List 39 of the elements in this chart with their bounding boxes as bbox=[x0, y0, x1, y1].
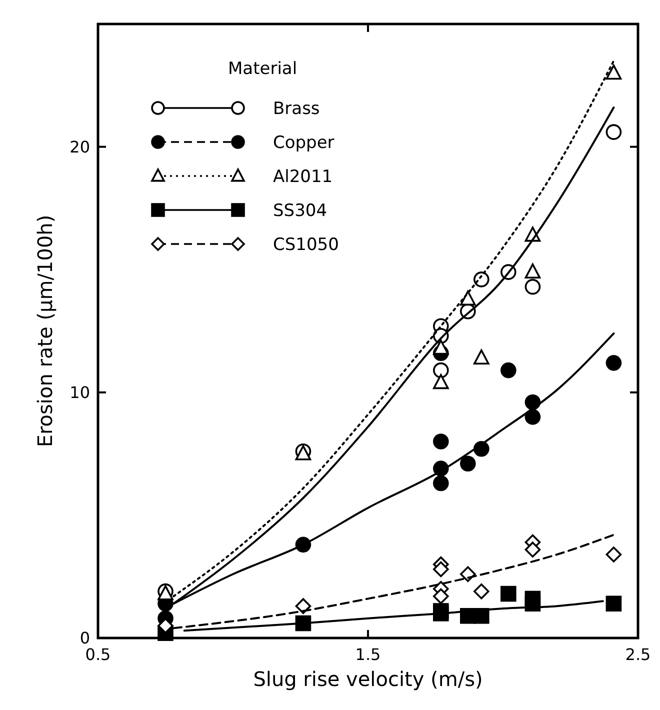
point bbox=[500, 586, 516, 602]
point bbox=[433, 475, 449, 492]
point bbox=[474, 608, 490, 624]
x-tick-label: 2.5 bbox=[625, 645, 651, 664]
point bbox=[433, 340, 449, 355]
y-tick-label: 10 bbox=[70, 383, 90, 402]
point bbox=[433, 362, 449, 378]
point bbox=[524, 409, 541, 425]
legend-label: SS304 bbox=[273, 200, 328, 221]
point bbox=[606, 546, 622, 562]
x-axis-title: Slug rise velocity (m/s) bbox=[253, 667, 483, 691]
point bbox=[460, 566, 476, 582]
point bbox=[524, 542, 541, 558]
y-tick-label: 0 bbox=[80, 628, 90, 648]
point bbox=[606, 596, 622, 612]
legend-label: CS1050 bbox=[273, 234, 339, 255]
point bbox=[460, 290, 476, 306]
point bbox=[433, 434, 449, 450]
point bbox=[606, 124, 622, 140]
point bbox=[433, 561, 449, 578]
x-tick-label: 0.5 bbox=[85, 645, 111, 664]
point bbox=[433, 374, 449, 390]
legend-title: Material bbox=[228, 59, 298, 79]
x-tick-label: 1.5 bbox=[355, 645, 381, 664]
y-tick-label: 20 bbox=[70, 137, 90, 156]
y-axis-title: Erosion rate (μm/100h) bbox=[33, 214, 57, 448]
point bbox=[606, 64, 622, 80]
point bbox=[433, 588, 449, 604]
point bbox=[460, 456, 476, 472]
point bbox=[606, 355, 622, 371]
point bbox=[500, 362, 516, 378]
point bbox=[474, 349, 490, 365]
legend-label: Brass bbox=[273, 98, 320, 119]
point bbox=[474, 583, 490, 600]
legend-label: Copper bbox=[273, 132, 334, 153]
point bbox=[524, 263, 541, 279]
legend-label: Al2011 bbox=[273, 166, 333, 187]
point bbox=[295, 598, 312, 614]
point bbox=[524, 278, 541, 295]
